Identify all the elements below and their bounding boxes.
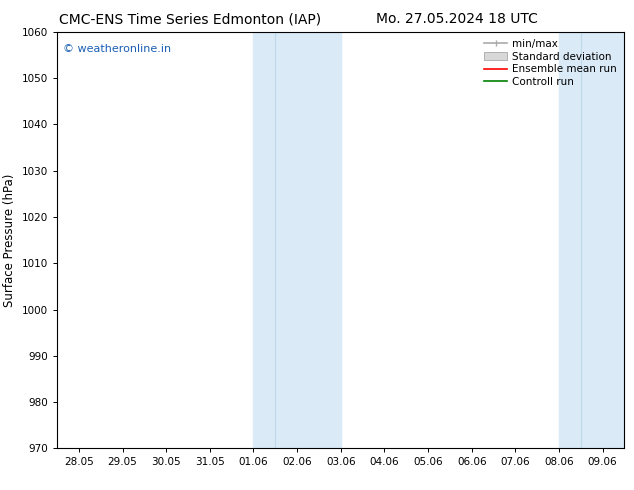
Text: © weatheronline.in: © weatheronline.in bbox=[63, 44, 171, 54]
Y-axis label: Surface Pressure (hPa): Surface Pressure (hPa) bbox=[3, 173, 16, 307]
Bar bbox=[559, 32, 581, 448]
Legend: min/max, Standard deviation, Ensemble mean run, Controll run: min/max, Standard deviation, Ensemble me… bbox=[480, 35, 621, 91]
Text: Mo. 27.05.2024 18 UTC: Mo. 27.05.2024 18 UTC bbox=[375, 12, 538, 26]
Text: CMC-ENS Time Series Edmonton (IAP): CMC-ENS Time Series Edmonton (IAP) bbox=[59, 12, 321, 26]
Bar bbox=[275, 32, 341, 448]
Bar bbox=[254, 32, 275, 448]
Bar bbox=[581, 32, 624, 448]
